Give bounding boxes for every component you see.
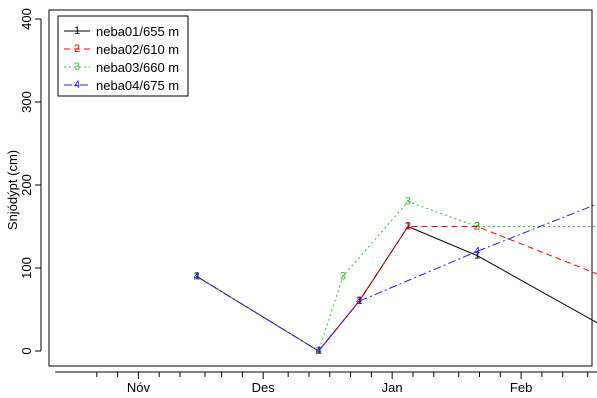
- series-1: 111111111111: [194, 221, 597, 357]
- series-layer: 1111111111112222222222223333333333344444…: [194, 196, 597, 357]
- series-line: [196, 225, 597, 352]
- x-tick-label: Des: [252, 380, 276, 395]
- series-point-marker: 2: [405, 221, 411, 233]
- legend-marker: 4: [74, 79, 80, 91]
- series-2: 222222222222: [194, 221, 597, 357]
- series-point-marker: 4: [474, 245, 480, 257]
- series-point-marker: 2: [356, 295, 362, 307]
- series-line: [196, 203, 597, 352]
- series-4: 44444444444: [194, 203, 597, 357]
- legend-marker: 1: [74, 25, 80, 37]
- axes: 0100200300400NóvDesJanFebMarApr: [19, 8, 597, 395]
- series-point-marker: 1: [474, 250, 480, 262]
- series-line: [196, 201, 597, 352]
- x-tick-label: Jan: [382, 380, 403, 395]
- series-point-marker: 1: [405, 221, 411, 233]
- series-point-marker: 3: [474, 221, 480, 233]
- series-point-marker: 4: [316, 345, 322, 357]
- legend-entry-label: neba03/660 m: [96, 60, 179, 75]
- series-point-marker: 3: [405, 196, 411, 208]
- series-point-marker: 4: [356, 295, 362, 307]
- plot-frame: [48, 9, 593, 367]
- y-tick-label: 100: [19, 257, 34, 279]
- y-tick-label: 300: [19, 91, 34, 113]
- legend-marker: 3: [74, 61, 80, 73]
- legend-marker: 2: [74, 43, 80, 55]
- legend-entry-label: neba01/655 m: [96, 24, 179, 39]
- series-point-marker: 3: [340, 270, 346, 282]
- y-tick-label: 400: [19, 8, 34, 30]
- y-tick-label: 200: [19, 174, 34, 196]
- legend-entry-label: neba02/610 m: [96, 42, 179, 57]
- series-line: [196, 226, 597, 352]
- series-point-marker: 1: [356, 295, 362, 307]
- y-axis-label: Snjódýpt (cm): [5, 150, 20, 230]
- legend: 1 neba01/655 m 2 neba02/610 m 3 neba03/660 m 4…: [57, 15, 189, 97]
- legend-entry-label: neba04/675 m: [96, 78, 179, 93]
- series-3: 33333333333: [194, 196, 597, 357]
- series-point-marker: 2: [474, 221, 480, 233]
- series-point-marker: 4: [194, 270, 200, 282]
- series-point-marker: 3: [316, 345, 322, 357]
- y-tick-label: 0: [19, 347, 34, 354]
- legend-box: [57, 15, 189, 97]
- x-tick-label: Feb: [510, 380, 532, 395]
- x-tick-label: Nóv: [127, 380, 151, 395]
- series-point-marker: 2: [316, 345, 322, 357]
